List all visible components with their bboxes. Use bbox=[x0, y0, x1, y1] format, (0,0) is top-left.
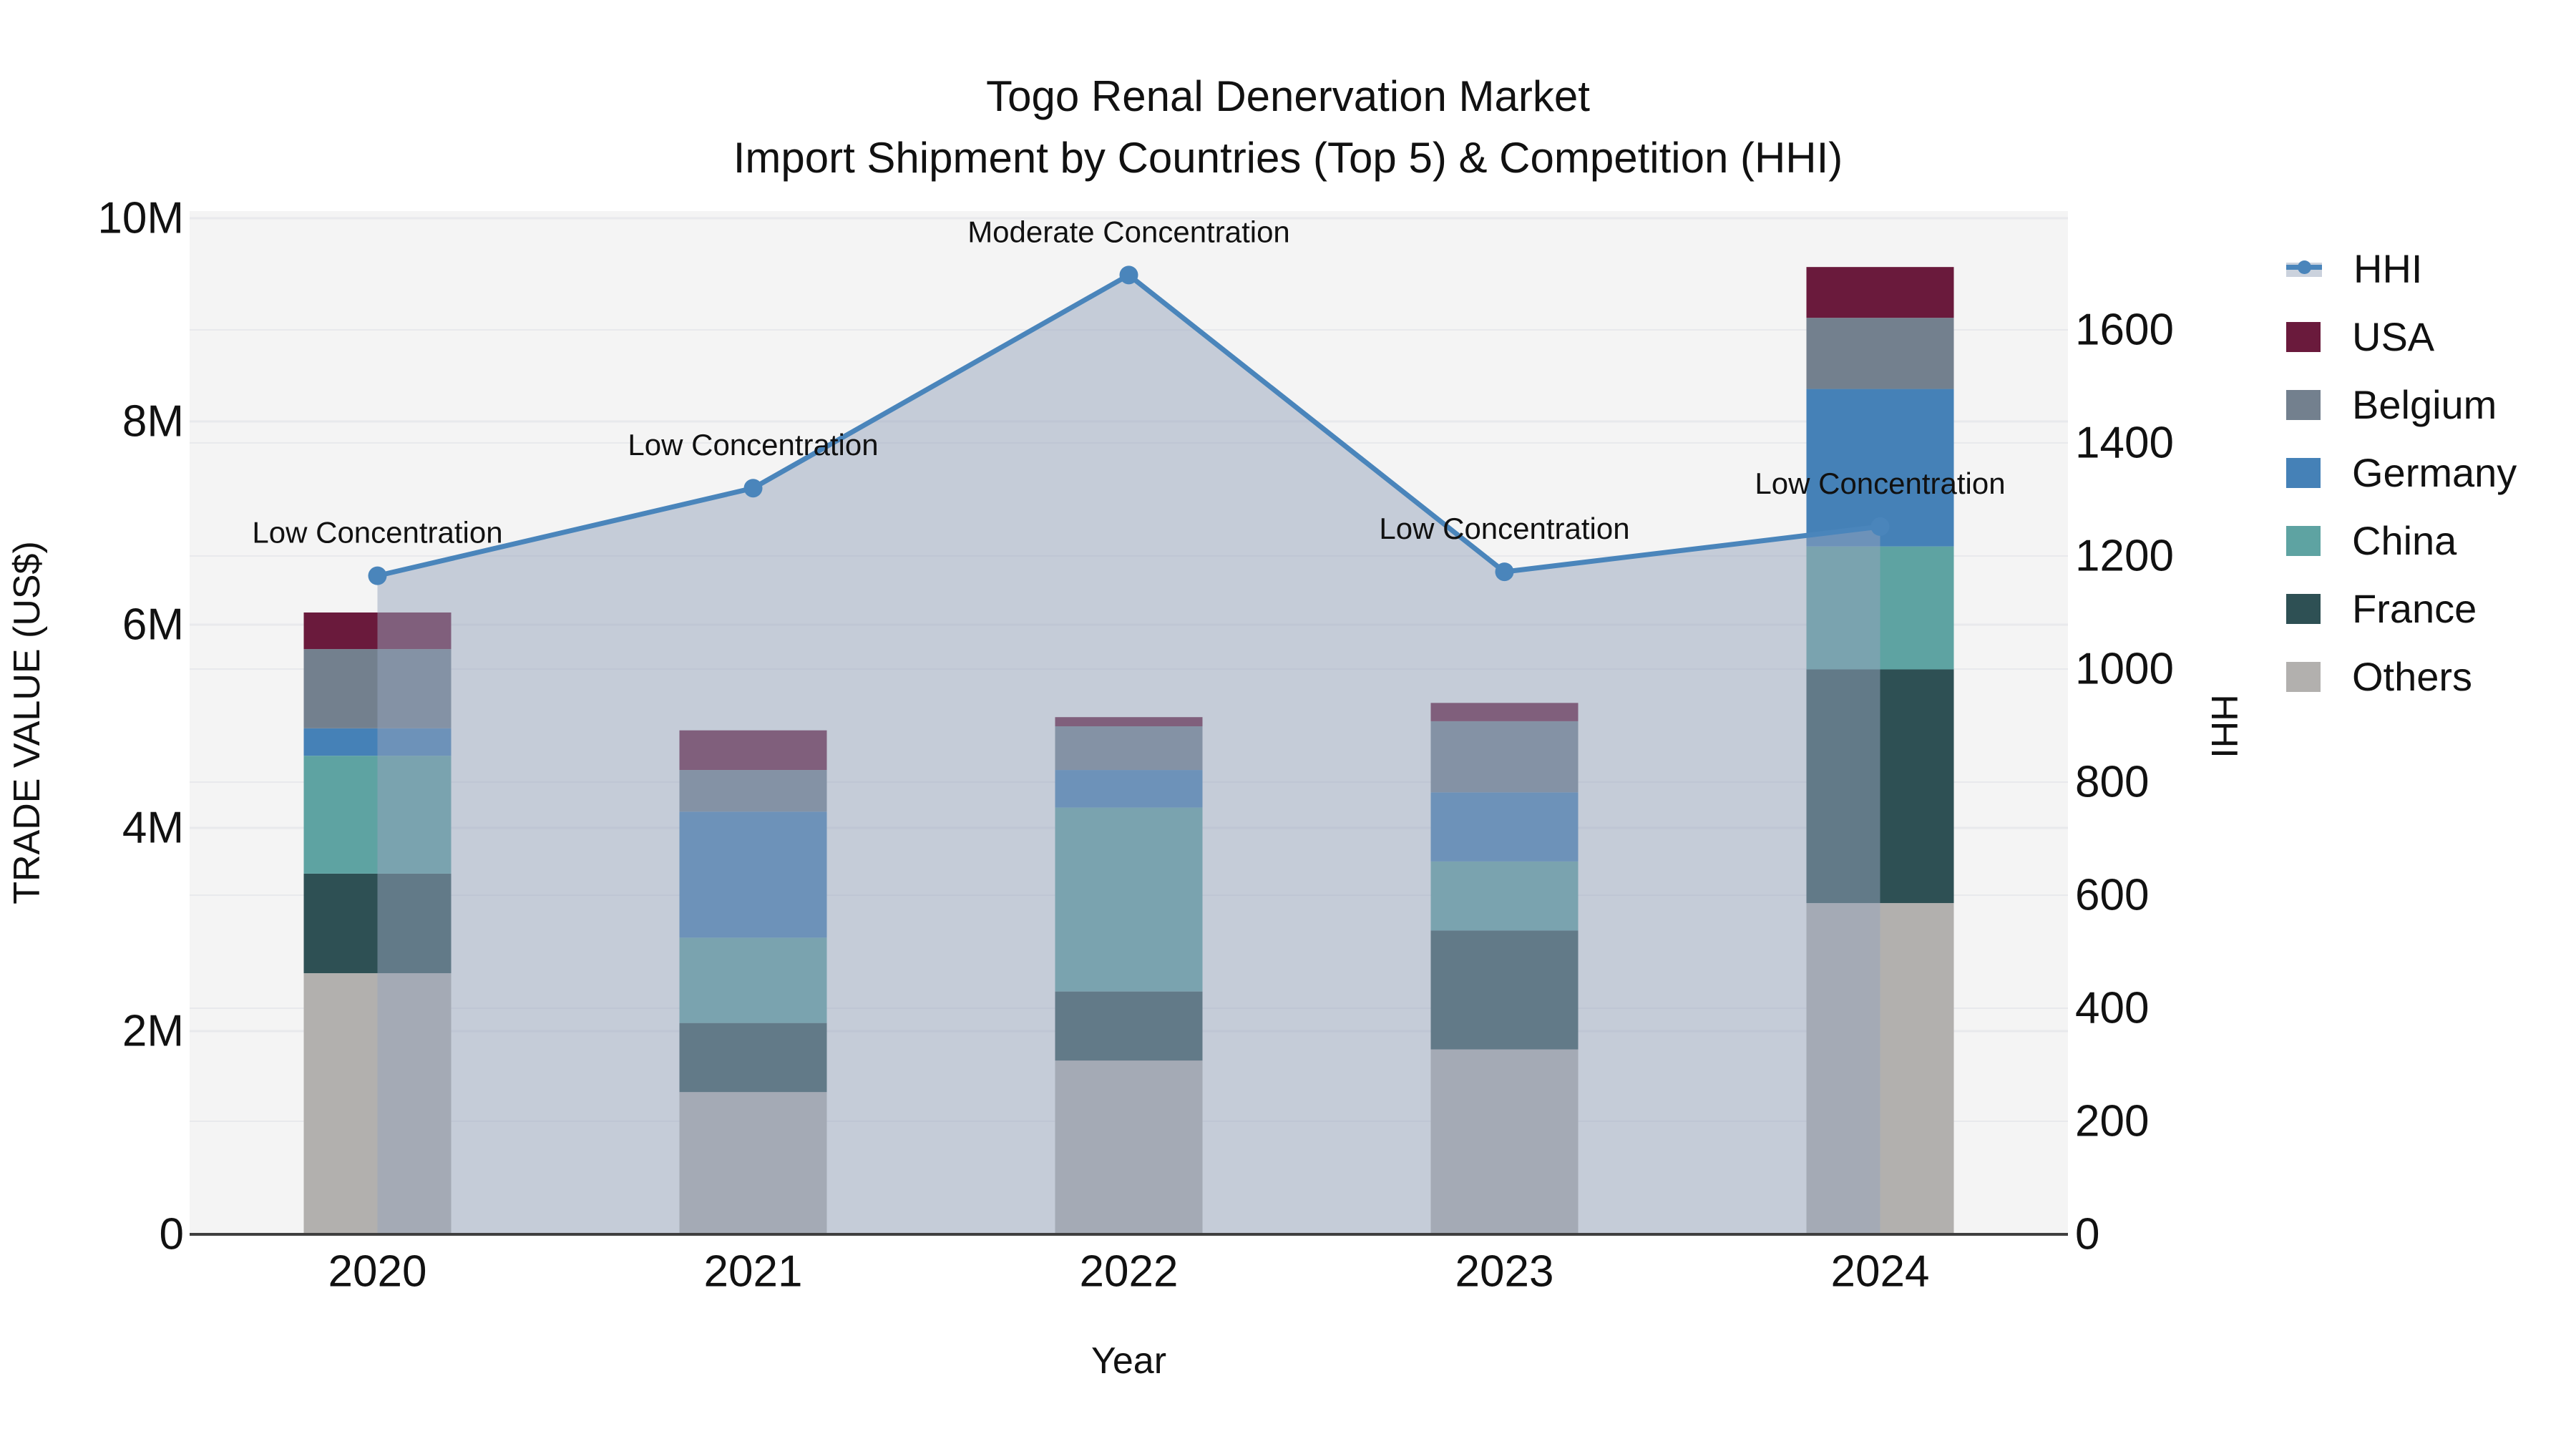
bar-segment-2024-belgium[interactable] bbox=[1806, 318, 1954, 389]
legend-label: Others bbox=[2352, 654, 2473, 699]
y-left-tick-6M: 6M bbox=[122, 600, 184, 650]
color-swatch-icon bbox=[2286, 661, 2321, 692]
legend-label: China bbox=[2352, 518, 2457, 563]
y-left-tick-8M: 8M bbox=[122, 397, 184, 447]
hhi-line-swatch-icon bbox=[2286, 255, 2322, 283]
color-swatch-icon bbox=[2286, 389, 2321, 420]
y-right-tick-800: 800 bbox=[2075, 758, 2149, 807]
legend-item-belgium[interactable]: Belgium bbox=[2286, 371, 2517, 439]
y-left-tick-0: 0 bbox=[160, 1210, 184, 1259]
annotation-2020: Low Concentration bbox=[252, 516, 502, 550]
y-left-tick-2M: 2M bbox=[122, 1007, 184, 1056]
hhi-marker-2020[interactable] bbox=[368, 566, 387, 585]
x-tick-2020: 2020 bbox=[328, 1247, 427, 1297]
annotation-2022: Moderate Concentration bbox=[967, 215, 1290, 248]
color-swatch-icon bbox=[2286, 525, 2321, 556]
hhi-marker-2024[interactable] bbox=[1870, 517, 1890, 536]
legend-item-china[interactable]: China bbox=[2286, 507, 2517, 575]
legend-label: USA bbox=[2352, 314, 2435, 359]
y-right-tick-200: 200 bbox=[2075, 1097, 2149, 1146]
legend-label: Germany bbox=[2352, 450, 2517, 495]
legend-item-france[interactable]: France bbox=[2286, 575, 2517, 643]
bar-segment-2024-usa[interactable] bbox=[1806, 267, 1954, 318]
annotation-2021: Low Concentration bbox=[628, 428, 878, 462]
y-right-tick-1000: 1000 bbox=[2075, 645, 2174, 694]
y-left-tick-10M: 10M bbox=[97, 194, 184, 243]
color-swatch-icon bbox=[2286, 593, 2321, 624]
legend-item-hhi[interactable]: HHI bbox=[2286, 235, 2517, 303]
x-tick-2021: 2021 bbox=[704, 1247, 803, 1297]
x-axis-title: Year bbox=[1091, 1340, 1167, 1382]
x-tick-2023: 2023 bbox=[1455, 1247, 1554, 1297]
legend-label: HHI bbox=[2353, 246, 2423, 291]
annotation-2024: Low Concentration bbox=[1755, 467, 2005, 500]
color-swatch-icon bbox=[2286, 457, 2321, 488]
chart-title-line2: Import Shipment by Countries (Top 5) & C… bbox=[733, 134, 1843, 182]
hhi-marker-2022[interactable] bbox=[1119, 265, 1138, 285]
y-right-tick-1200: 1200 bbox=[2075, 532, 2174, 581]
x-tick-2024: 2024 bbox=[1831, 1247, 1930, 1297]
legend: HHI USA Belgium Germany China France Others bbox=[2286, 235, 2517, 711]
chart-title-line1: Togo Renal Denervation Market bbox=[986, 72, 1590, 120]
y-right-tick-1400: 1400 bbox=[2075, 419, 2174, 468]
y-right-tick-400: 400 bbox=[2075, 984, 2149, 1033]
legend-label: Belgium bbox=[2352, 382, 2497, 427]
legend-item-usa[interactable]: USA bbox=[2286, 303, 2517, 371]
y-right-tick-1600: 1600 bbox=[2075, 306, 2174, 355]
y-left-tick-4M: 4M bbox=[122, 804, 184, 853]
y-right-tick-0: 0 bbox=[2075, 1210, 2099, 1259]
color-swatch-icon bbox=[2286, 321, 2321, 352]
y-right-tick-600: 600 bbox=[2075, 871, 2149, 920]
annotation-2023: Low Concentration bbox=[1379, 512, 1629, 545]
legend-label: France bbox=[2352, 586, 2477, 631]
x-tick-2022: 2022 bbox=[1080, 1247, 1179, 1297]
hhi-marker-2023[interactable] bbox=[1495, 562, 1514, 582]
hhi-area-fill bbox=[377, 275, 1880, 1234]
legend-item-others[interactable]: Others bbox=[2286, 643, 2517, 711]
legend-item-germany[interactable]: Germany bbox=[2286, 439, 2517, 507]
hhi-marker-2021[interactable] bbox=[743, 479, 763, 498]
